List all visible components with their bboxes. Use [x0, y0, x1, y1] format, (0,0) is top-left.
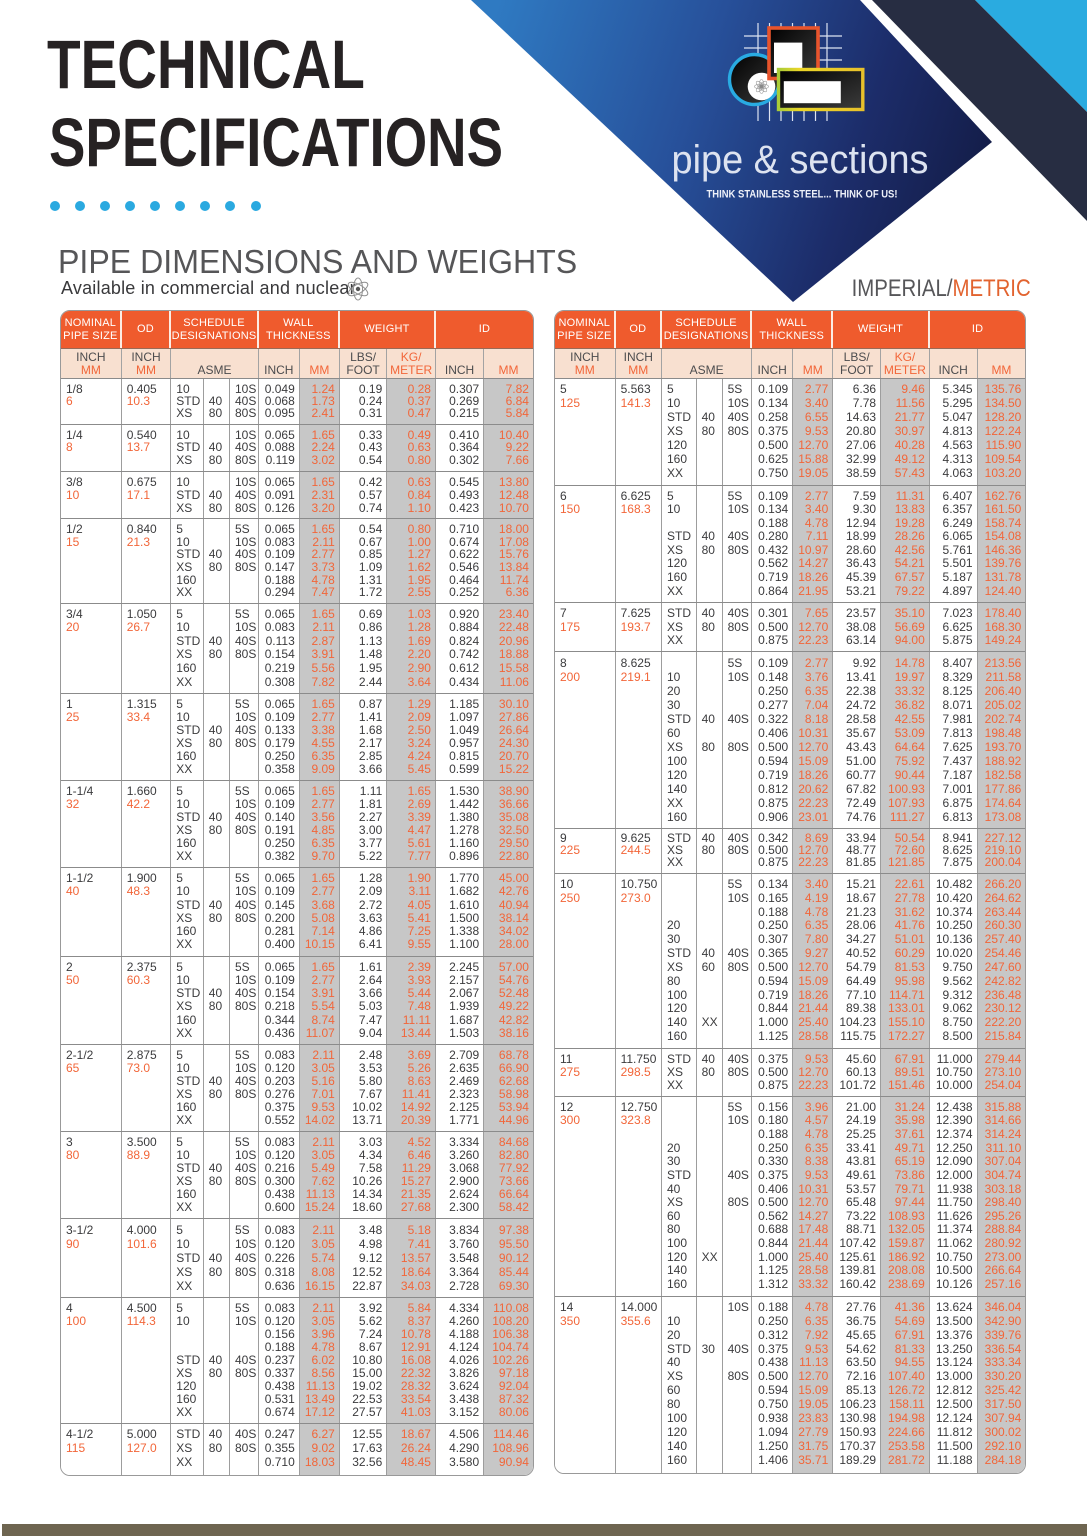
svg-text:pipe & sections: pipe & sections — [672, 138, 929, 182]
svg-text:THINK STAINLESS STEEL... THINK: THINK STAINLESS STEEL... THINK OF US! — [707, 189, 898, 201]
